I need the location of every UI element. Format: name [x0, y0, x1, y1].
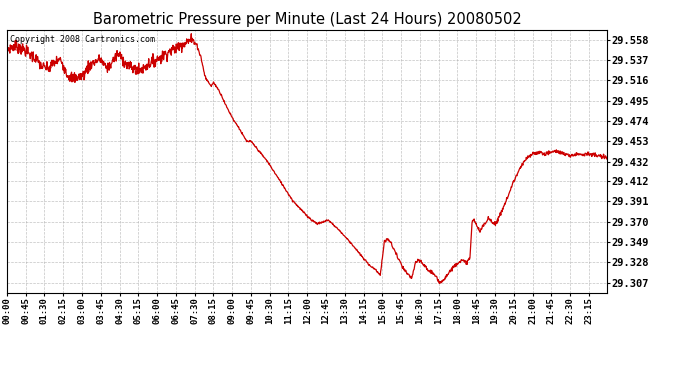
- Title: Barometric Pressure per Minute (Last 24 Hours) 20080502: Barometric Pressure per Minute (Last 24 …: [92, 12, 522, 27]
- Text: Copyright 2008 Cartronics.com: Copyright 2008 Cartronics.com: [10, 35, 155, 44]
